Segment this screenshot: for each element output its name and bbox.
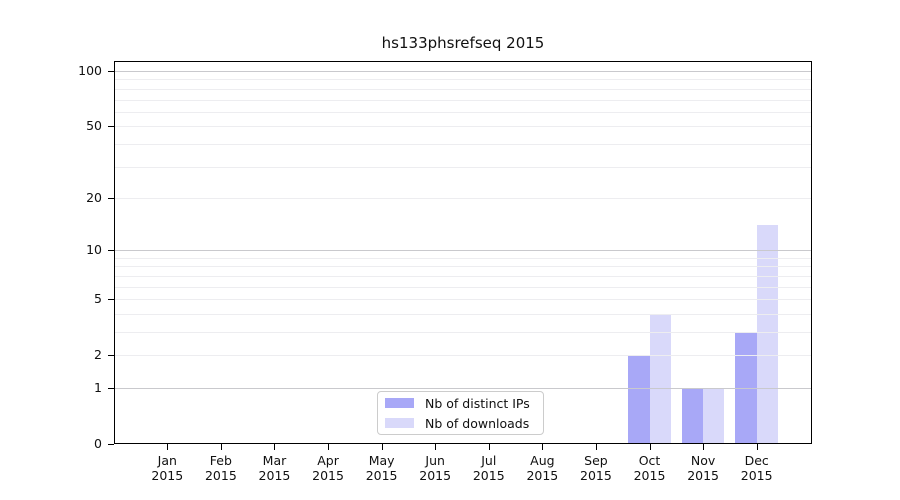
y-tick-label: 100: [78, 63, 102, 79]
x-tick-mark: [220, 444, 222, 450]
minor-gridline: [114, 126, 812, 128]
y-tick-mark: [108, 71, 114, 73]
x-tick-month: Jun: [425, 453, 445, 468]
y-tick-label: 0: [94, 436, 102, 451]
minor-gridline: [114, 299, 812, 301]
major-gridline: [114, 250, 812, 252]
x-tick-month: Nov: [690, 453, 716, 468]
y-tick-label: 5: [94, 291, 102, 307]
y-tick-label: 10: [86, 242, 102, 258]
x-tick-label: Oct 2015: [620, 453, 680, 483]
minor-gridline: [114, 313, 812, 315]
x-tick-year: 2015: [687, 468, 719, 483]
x-tick-label: Feb 2015: [191, 453, 251, 483]
minor-gridline: [114, 286, 812, 288]
x-tick-month: Sep: [584, 453, 608, 468]
y-tick-mark: [108, 299, 114, 301]
x-tick-label: Jul 2015: [459, 453, 519, 483]
y-tick-mark: [108, 387, 114, 389]
x-tick-month: Jan: [157, 453, 177, 468]
x-tick-mark: [649, 444, 651, 450]
minor-gridline: [114, 88, 812, 90]
x-tick-label: Jun 2015: [405, 453, 465, 483]
x-tick-year: 2015: [312, 468, 344, 483]
x-tick-year: 2015: [151, 468, 184, 483]
x-tick-label: Sep 2015: [566, 453, 626, 483]
y-tick-mark: [108, 355, 114, 357]
x-tick-year: 2015: [740, 468, 773, 483]
y-tick-label: 50: [86, 118, 102, 134]
x-tick-label: Dec 2015: [727, 453, 787, 483]
x-tick-year: 2015: [633, 468, 666, 483]
x-tick-label: May 2015: [352, 453, 412, 483]
bar-downloads: [756, 225, 779, 444]
bar-downloads: [703, 387, 725, 444]
y-tick-label: 1: [94, 379, 102, 395]
x-tick-mark: [542, 444, 544, 450]
x-tick-month: Feb: [209, 453, 232, 468]
minor-gridline: [114, 275, 812, 277]
x-tick-year: 2015: [472, 468, 505, 483]
legend: Nb of distinct IPs Nb of downloads: [377, 391, 544, 435]
x-tick-label: Aug 2015: [512, 453, 572, 483]
x-tick-mark: [274, 444, 276, 450]
legend-item: Nb of downloads: [378, 413, 543, 433]
y-tick-mark: [108, 444, 114, 445]
y-tick-mark: [108, 250, 114, 252]
x-tick-month: Aug: [530, 453, 555, 468]
x-tick-label: Nov 2015: [673, 453, 733, 483]
x-tick-mark: [435, 444, 437, 450]
bar-downloads: [649, 313, 671, 444]
x-tick-mark: [328, 444, 330, 450]
legend-swatch-downloads: [385, 418, 414, 428]
y-tick-label: 20: [86, 189, 102, 205]
x-tick-mark: [381, 444, 383, 450]
y-tick-mark: [108, 197, 114, 199]
x-tick-mark: [703, 444, 705, 450]
major-gridline: [114, 71, 812, 73]
x-tick-month: Mar: [262, 453, 287, 468]
bar-distinct-ips: [681, 387, 704, 444]
x-tick-year: 2015: [580, 468, 612, 483]
legend-label-downloads: Nb of downloads: [425, 415, 530, 431]
minor-gridline: [114, 79, 812, 81]
x-tick-month: Jul: [481, 453, 497, 468]
minor-gridline: [114, 99, 812, 101]
x-tick-year: 2015: [365, 468, 398, 483]
x-tick-year: 2015: [258, 468, 291, 483]
x-tick-year: 2015: [204, 468, 237, 483]
y-tick-mark: [108, 126, 114, 128]
x-tick-mark: [167, 444, 169, 450]
x-tick-label: Apr 2015: [298, 453, 358, 483]
x-tick-year: 2015: [526, 468, 559, 483]
x-tick-label: Jan 2015: [137, 453, 197, 483]
x-tick-month: Dec: [744, 453, 769, 468]
legend-item: Nb of distinct IPs: [378, 393, 543, 413]
legend-label-distinct-ips: Nb of distinct IPs: [425, 395, 530, 411]
minor-gridline: [114, 197, 812, 199]
minor-gridline: [114, 143, 812, 145]
plot-border: [114, 61, 812, 444]
x-tick-month: Oct: [638, 453, 661, 468]
bar-distinct-ips: [735, 331, 757, 444]
minor-gridline: [114, 166, 812, 168]
x-tick-mark: [756, 444, 758, 450]
x-tick-month: Apr: [317, 453, 339, 468]
major-gridline: [114, 387, 812, 389]
x-tick-month: May: [368, 453, 395, 468]
x-tick-mark: [595, 444, 597, 450]
minor-gridline: [114, 266, 812, 268]
x-tick-label: Mar 2015: [244, 453, 304, 483]
chart-title: hs133phsrefseq 2015: [381, 34, 545, 52]
bar-distinct-ips: [628, 355, 650, 444]
legend-swatch-distinct-ips: [385, 398, 414, 408]
y-tick-label: 2: [94, 347, 102, 363]
minor-gridline: [114, 355, 812, 357]
x-tick-mark: [488, 444, 490, 450]
minor-gridline: [114, 111, 812, 113]
minor-gridline: [114, 331, 812, 333]
x-tick-year: 2015: [419, 468, 452, 483]
minor-gridline: [114, 257, 812, 259]
